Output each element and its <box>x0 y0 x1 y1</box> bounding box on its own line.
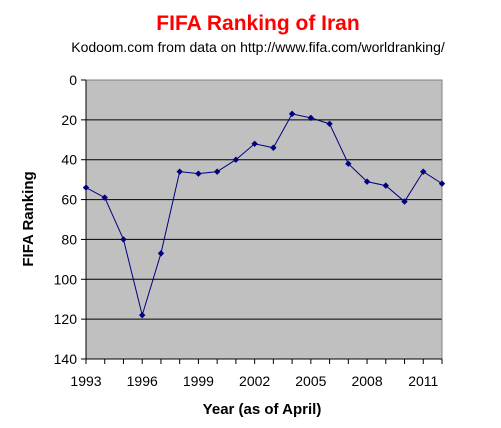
y-tick-label: 140 <box>54 351 78 367</box>
y-tick-label: 60 <box>61 192 77 208</box>
data-point <box>101 194 108 201</box>
data-point <box>251 140 258 147</box>
x-axis: 1993 1996 1999 2002 2005 2008 2011 <box>70 358 443 389</box>
x-axis-label: Year (as of April) <box>203 401 322 418</box>
data-point <box>213 168 221 175</box>
data-point <box>326 120 333 128</box>
data-point <box>438 180 446 187</box>
y-tick-label: 40 <box>61 152 77 168</box>
data-point <box>176 168 183 175</box>
y-tick-label: 20 <box>61 112 77 128</box>
y-tick-label: 0 <box>69 72 77 88</box>
x-tick-label: 1996 <box>127 373 158 389</box>
data-point <box>307 114 315 122</box>
y-axis: 0 20 40 60 80 100 120 140 <box>54 72 87 367</box>
x-tick-label: 2002 <box>239 373 270 389</box>
y-tick-label: 100 <box>54 271 78 287</box>
data-point <box>401 198 408 205</box>
y-tick-label: 120 <box>54 311 78 327</box>
data-point <box>139 311 146 319</box>
data-point <box>120 236 127 243</box>
data-point <box>195 170 202 177</box>
y-tick-label: 80 <box>61 231 77 247</box>
y-axis-label: FIFA Ranking <box>20 171 37 266</box>
x-tick-label: 2005 <box>295 373 326 389</box>
series-line <box>85 113 443 318</box>
data-point <box>232 156 240 163</box>
data-point <box>157 250 165 257</box>
series-layer <box>82 110 446 319</box>
x-tick-label: 1993 <box>70 373 101 389</box>
data-point <box>345 160 352 167</box>
data-point <box>82 184 90 191</box>
data-point <box>382 182 389 189</box>
x-tick-label: 1999 <box>183 373 214 389</box>
data-point <box>288 110 296 118</box>
data-point <box>270 144 277 151</box>
data-point <box>363 178 371 185</box>
x-tick-label: 2011 <box>408 373 438 389</box>
grid-lines <box>86 119 442 320</box>
x-tick-label: 2008 <box>351 373 382 389</box>
data-point <box>420 168 427 175</box>
chart-title: FIFA Ranking of Iran <box>156 12 359 35</box>
chart-subtitle: Kodoom.com from data on http://www.fifa.… <box>71 39 445 55</box>
plot-area <box>86 80 442 359</box>
